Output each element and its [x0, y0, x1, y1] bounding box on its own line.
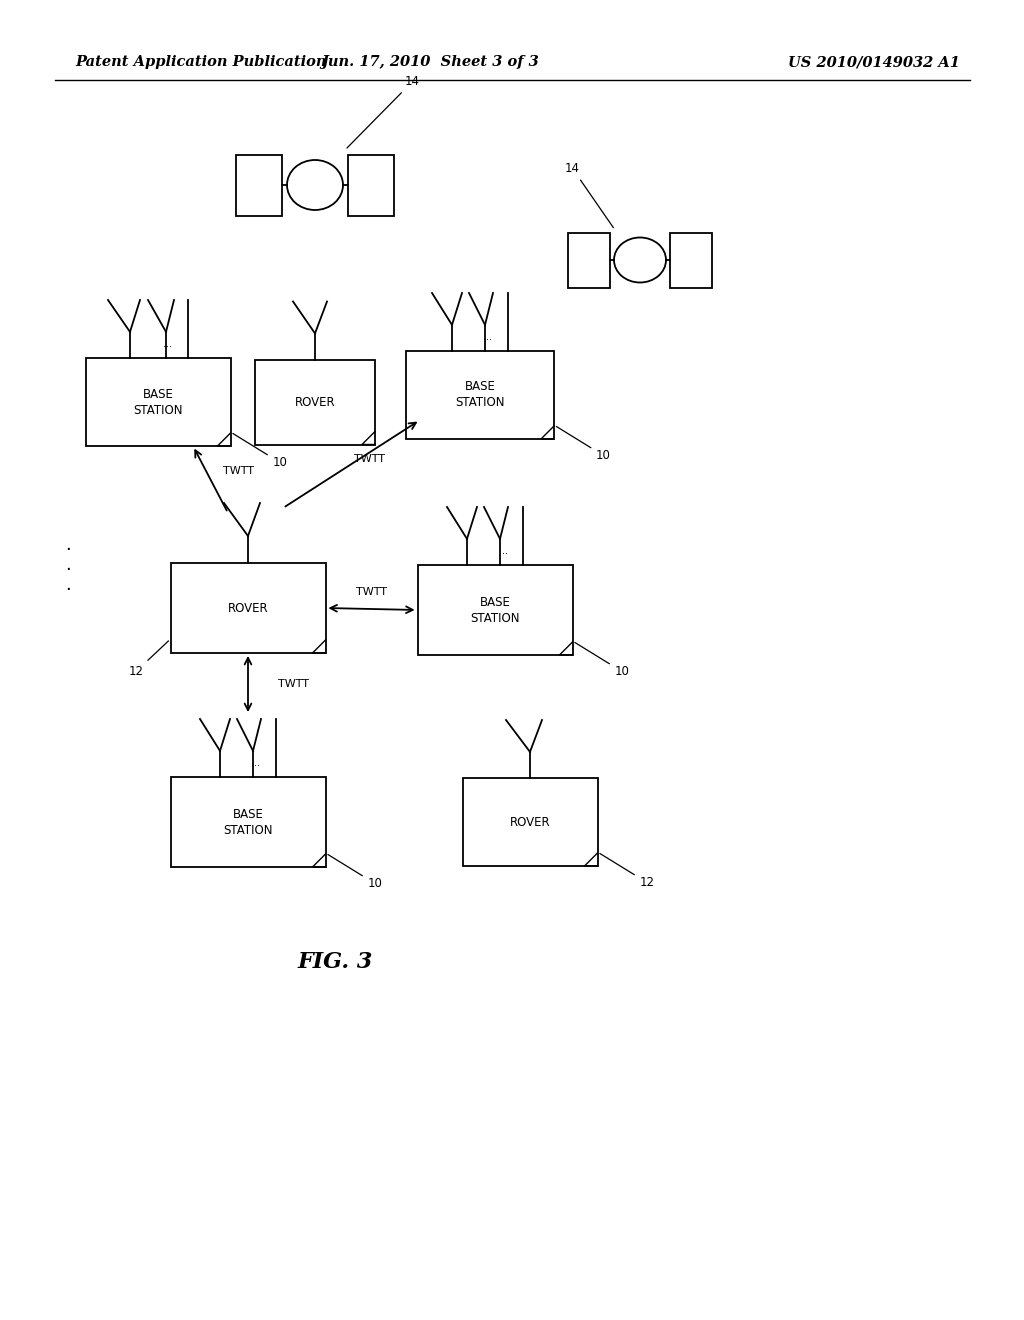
Bar	[348, 154, 394, 215]
Bar	[406, 351, 554, 440]
Text: US 2010/0149032 A1: US 2010/0149032 A1	[788, 55, 961, 69]
Text: BASE
STATION: BASE STATION	[470, 595, 520, 624]
Text: BASE
STATION: BASE STATION	[133, 388, 182, 417]
Text: FIG. 3: FIG. 3	[297, 950, 373, 973]
Text: 10: 10	[556, 426, 611, 462]
Bar	[85, 358, 230, 446]
Text: ...: ...	[164, 339, 172, 348]
Bar	[171, 564, 326, 653]
Text: 12: 12	[128, 642, 169, 678]
Text: TWTT: TWTT	[223, 466, 254, 477]
Text: 14: 14	[347, 75, 420, 148]
Text: 10: 10	[574, 643, 630, 678]
Bar	[568, 232, 610, 288]
Text: ...: ...	[499, 546, 508, 556]
Text: TWTT: TWTT	[354, 454, 385, 465]
Text: ROVER: ROVER	[227, 602, 268, 615]
Ellipse shape	[287, 160, 343, 210]
Bar	[171, 777, 326, 867]
Text: ...: ...	[483, 333, 493, 342]
Text: 10: 10	[328, 854, 382, 890]
Text: 12: 12	[600, 854, 654, 888]
Text: BASE
STATION: BASE STATION	[456, 380, 505, 409]
Bar	[236, 154, 282, 215]
Text: Patent Application Publication: Patent Application Publication	[75, 55, 327, 69]
Text: ...: ...	[252, 758, 260, 768]
Text: TWTT: TWTT	[356, 587, 387, 597]
Text: TWTT: TWTT	[278, 678, 309, 689]
Bar	[255, 359, 375, 445]
Text: Jun. 17, 2010  Sheet 3 of 3: Jun. 17, 2010 Sheet 3 of 3	[322, 55, 539, 69]
Text: .: .	[66, 556, 71, 574]
Bar	[418, 565, 572, 655]
Text: .: .	[66, 576, 71, 594]
Bar	[670, 232, 712, 288]
Ellipse shape	[614, 238, 666, 282]
Text: 10: 10	[232, 433, 288, 469]
Bar	[463, 777, 597, 866]
Text: ROVER: ROVER	[295, 396, 335, 408]
Text: BASE
STATION: BASE STATION	[223, 808, 272, 837]
Text: ROVER: ROVER	[510, 816, 550, 829]
Text: .: .	[66, 536, 71, 554]
Text: 14: 14	[565, 162, 613, 228]
